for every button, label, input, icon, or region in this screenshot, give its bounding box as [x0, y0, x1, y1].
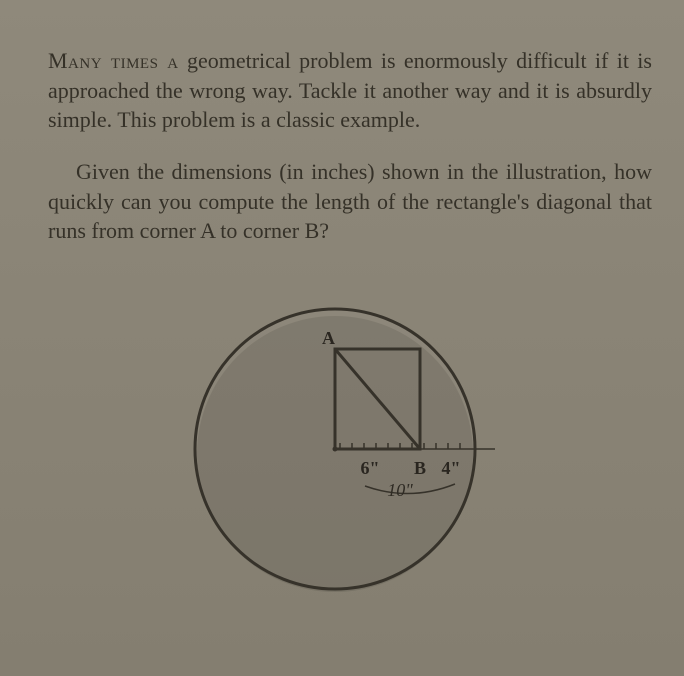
dim-6: 6": [361, 458, 380, 478]
dim-4: 4": [442, 458, 461, 478]
lead-smallcaps: Many times a: [48, 48, 179, 73]
hand-10: 10": [387, 480, 413, 500]
label-a: A: [322, 328, 335, 348]
figure-container: A 6" B 4" 10": [48, 274, 652, 634]
geometry-figure: A 6" B 4" 10": [170, 274, 530, 634]
paragraph-2: Given the dimensions (in inches) shown i…: [48, 157, 652, 246]
center-dot: [333, 447, 338, 452]
label-b: B: [414, 458, 426, 478]
paragraph-1: Many times a geometrical problem is enor…: [48, 46, 652, 135]
